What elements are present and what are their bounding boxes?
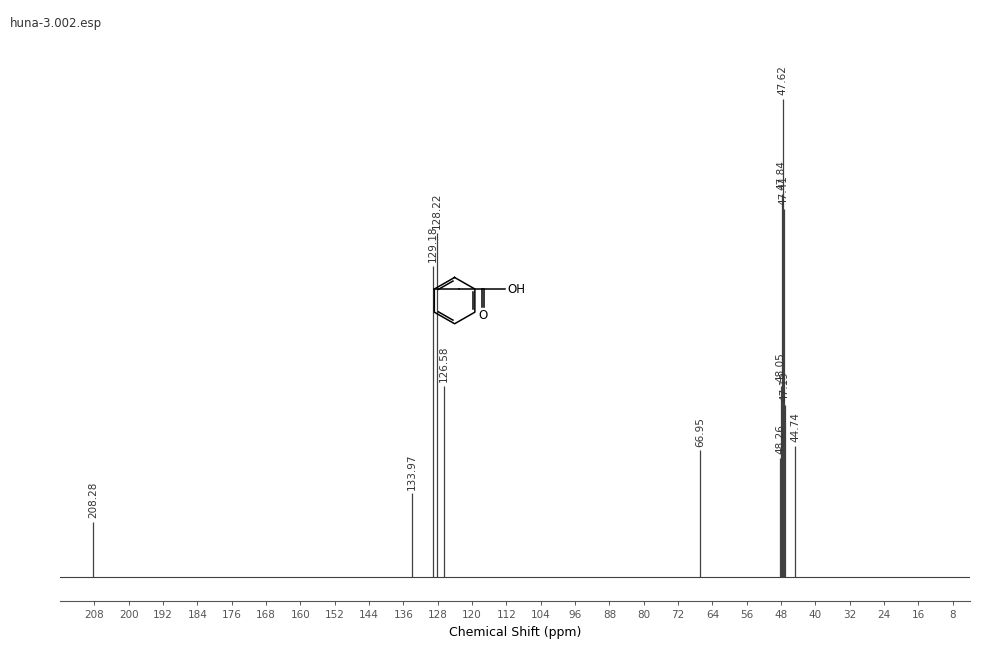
Text: 129.18: 129.18 [428, 226, 438, 263]
Text: 126.58: 126.58 [439, 345, 449, 382]
Text: huna-3.002.esp: huna-3.002.esp [10, 17, 102, 29]
Text: 48.26: 48.26 [775, 424, 785, 454]
Text: 66.95: 66.95 [695, 417, 705, 447]
Text: O: O [478, 309, 487, 322]
Text: 47.84: 47.84 [777, 160, 787, 190]
Text: 208.28: 208.28 [88, 482, 98, 518]
Text: 128.22: 128.22 [432, 192, 442, 228]
Text: 47.19: 47.19 [780, 371, 790, 401]
Text: 47.62: 47.62 [778, 65, 788, 95]
Text: 44.74: 44.74 [790, 412, 800, 442]
Text: 133.97: 133.97 [407, 453, 417, 490]
Text: 48.05: 48.05 [776, 352, 786, 382]
Text: 47.41: 47.41 [779, 175, 789, 205]
Text: OH: OH [508, 283, 526, 295]
X-axis label: Chemical Shift (ppm): Chemical Shift (ppm) [449, 626, 581, 639]
